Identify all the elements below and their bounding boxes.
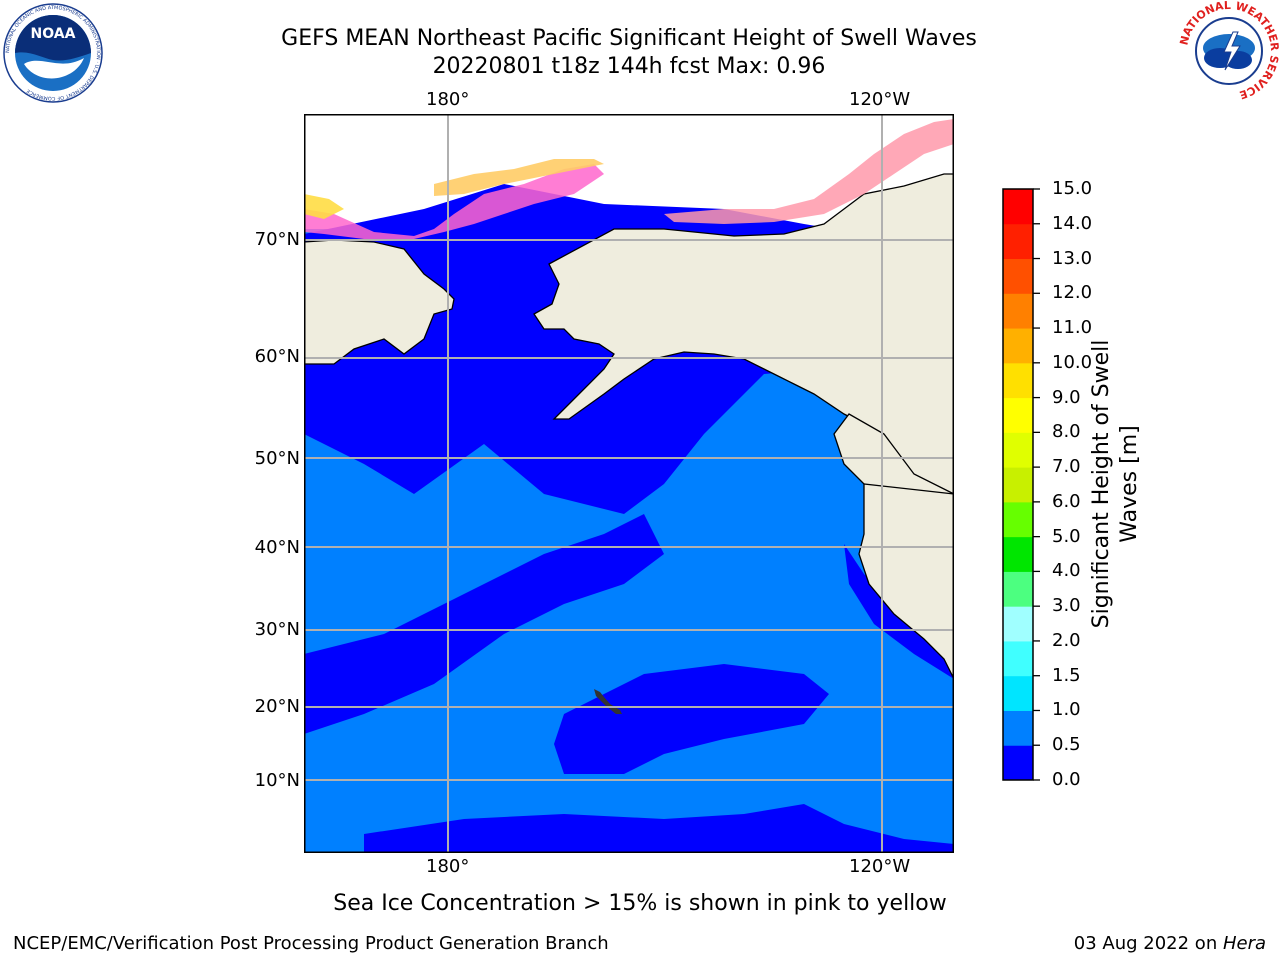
colorbar-label: 0.5 — [1052, 734, 1081, 756]
colorbar-label: 3.0 — [1052, 595, 1081, 617]
colorbar-bin — [1003, 640, 1033, 677]
map-border — [304, 114, 954, 853]
colorbar-label: 6.0 — [1052, 490, 1081, 512]
lat-label-10n: 10°N — [254, 770, 300, 791]
lon-label-top-180: 180° — [426, 89, 470, 110]
colorbar-label: 11.0 — [1052, 317, 1093, 339]
sea-ice-caption: Sea Ice Concentration > 15% is shown in … — [333, 891, 947, 916]
noaa-logo-text: NOAA — [31, 26, 76, 42]
colorbar-label: 2.0 — [1052, 629, 1081, 651]
colorbar-label: 10.0 — [1052, 351, 1093, 373]
low-swell-band — [304, 514, 664, 734]
colorbar-label: 14.0 — [1052, 212, 1093, 234]
colorbar-bin — [1003, 745, 1033, 781]
lon-label-bottom-180: 180° — [426, 856, 470, 877]
colorbar-label: 12.0 — [1052, 282, 1093, 304]
colorbar-label: 7.0 — [1052, 456, 1081, 478]
lat-label-20n: 20°N — [254, 696, 300, 717]
colorbar-label: 1.0 — [1052, 699, 1081, 721]
land-siberia — [304, 239, 455, 365]
colorbar-label: 1.5 — [1052, 664, 1081, 686]
colorbar-label: 15.0 — [1052, 178, 1093, 199]
footer-host: Hera — [1222, 933, 1266, 954]
colorbar-bin — [1003, 675, 1033, 711]
land-alaska — [533, 173, 954, 535]
chart-title: GEFS MEAN Northeast Pacific Significant … — [281, 26, 977, 51]
colorbar-bin — [1003, 501, 1033, 538]
colorbar — [1002, 188, 1040, 781]
colorbar-bin — [1003, 362, 1033, 399]
colorbar-label: 8.0 — [1052, 421, 1081, 443]
colorbar-bin — [1003, 710, 1033, 746]
colorbar-label: 4.0 — [1052, 560, 1081, 582]
colorbar-label: 13.0 — [1052, 247, 1093, 269]
colorbar-bin — [1003, 467, 1033, 503]
colorbar-bin — [1003, 258, 1033, 294]
colorbar-bin — [1003, 432, 1033, 468]
colorbar-bin — [1003, 571, 1033, 607]
low-swell-south — [364, 804, 954, 853]
sea-ice-west — [304, 164, 604, 239]
lat-label-60n: 60°N — [254, 346, 300, 367]
colorbar-label: 9.0 — [1052, 386, 1081, 408]
colorbar-bin — [1003, 397, 1033, 433]
lon-label-bottom-120w: 120°W — [849, 856, 911, 877]
sea-ice-east — [664, 119, 954, 224]
lon-label-top-120w: 120°W — [849, 89, 911, 110]
footer-credit: NCEP/EMC/Verification Post Processing Pr… — [13, 933, 609, 954]
sea-ice-north — [434, 159, 604, 196]
lat-label-50n: 50°N — [254, 448, 300, 469]
lat-label-70n: 70°N — [254, 229, 300, 250]
colorbar-label: 5.0 — [1052, 525, 1081, 547]
colorbar-bin — [1003, 328, 1033, 364]
colorbar-bin — [1003, 606, 1033, 642]
lat-label-40n: 40°N — [254, 537, 300, 558]
sea-ice-far-west — [304, 194, 344, 219]
graticule — [304, 114, 954, 853]
colorbar-bin — [1003, 536, 1033, 572]
colorbar-bin — [1003, 189, 1033, 225]
noaa-logo[interactable]: NOAA NATIONAL OCEANIC AND ATMOSPHERIC AD… — [2, 2, 104, 104]
colorbar-bin — [1003, 293, 1033, 329]
colorbar-bin — [1003, 223, 1033, 260]
lat-label-30n: 30°N — [254, 619, 300, 640]
footer-date: 03 Aug 2022 on Hera — [1073, 933, 1266, 954]
colorbar-label: 0.0 — [1052, 769, 1081, 790]
chart-subtitle: 20220801 t18z 144h fcst Max: 0.96 — [432, 54, 826, 79]
nws-logo[interactable]: NATIONAL WEATHER SERVICE — [1178, 0, 1280, 102]
low-swell-hawaii — [554, 664, 829, 774]
swell-height-map[interactable] — [304, 114, 954, 853]
